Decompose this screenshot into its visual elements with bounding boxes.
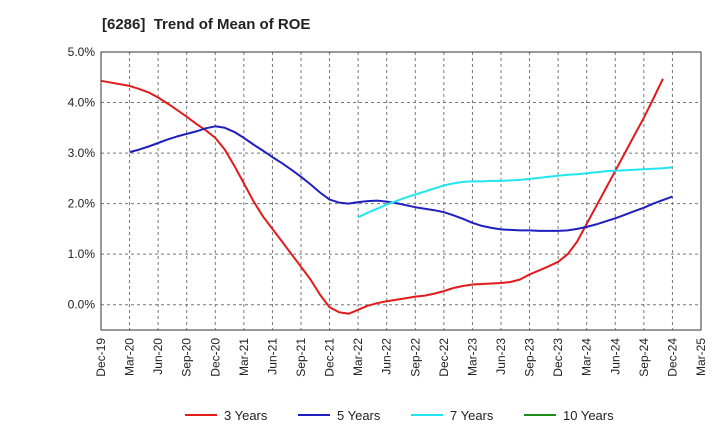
x-tick-label: Mar-21 [237,338,251,376]
series-line-5-years [129,125,673,232]
y-tick-label: 2.0% [68,197,96,211]
x-tick-label: Mar-20 [123,338,137,376]
series-line-7-years [357,166,673,219]
y-tick-label: 3.0% [68,146,96,160]
grid-layer [101,51,701,330]
y-tick-label: 4.0% [68,96,96,110]
x-tick-label: Sep-20 [180,338,194,377]
legend-label-5-years: 5 Years [337,408,381,423]
y-tick-label: 5.0% [68,45,96,59]
legend-label-7-years: 7 Years [450,408,494,423]
axis-layer: 5.0% 4.0% 3.0% 2.0% 1.0% 0.0% Dec-19 Mar-20 Jun-… [68,45,708,377]
legend-label-3-years: 3 Years [224,408,268,423]
x-tick-label: Mar-24 [580,338,594,376]
plot-frame [100,51,702,331]
x-tick-label: Dec-24 [665,338,679,377]
legend-label-10-years: 10 Years [563,408,614,423]
x-tick-label: Sep-22 [408,338,422,377]
x-tick-label: Jun-24 [608,338,622,375]
series-layer [100,78,673,315]
x-tick-label: Dec-21 [323,338,337,377]
x-tick-label: Mar-23 [465,338,479,376]
x-tick-label: Dec-23 [551,338,565,377]
x-tick-label: Jun-23 [494,338,508,375]
x-tick-label: Jun-20 [151,338,165,375]
series-line-3-years [100,78,664,315]
x-tick-label: Mar-25 [694,338,708,376]
x-tick-label: Dec-22 [437,338,451,377]
x-tick-label: Sep-24 [637,338,651,377]
chart-title: [6286] Trend of Mean of ROE [102,16,311,33]
x-tick-label: Sep-23 [523,338,537,377]
x-tick-label: Dec-19 [94,338,108,377]
legend: 3 Years 5 Years 7 Years 10 Years [185,408,614,423]
y-tick-label: 0.0% [68,298,96,312]
x-tick-label: Dec-20 [208,338,222,377]
x-tick-label: Mar-22 [351,338,365,376]
x-tick-label: Jun-21 [265,338,279,375]
x-tick-label: Sep-21 [294,338,308,377]
y-tick-label: 1.0% [68,247,96,261]
x-tick-label: Jun-22 [380,338,394,375]
